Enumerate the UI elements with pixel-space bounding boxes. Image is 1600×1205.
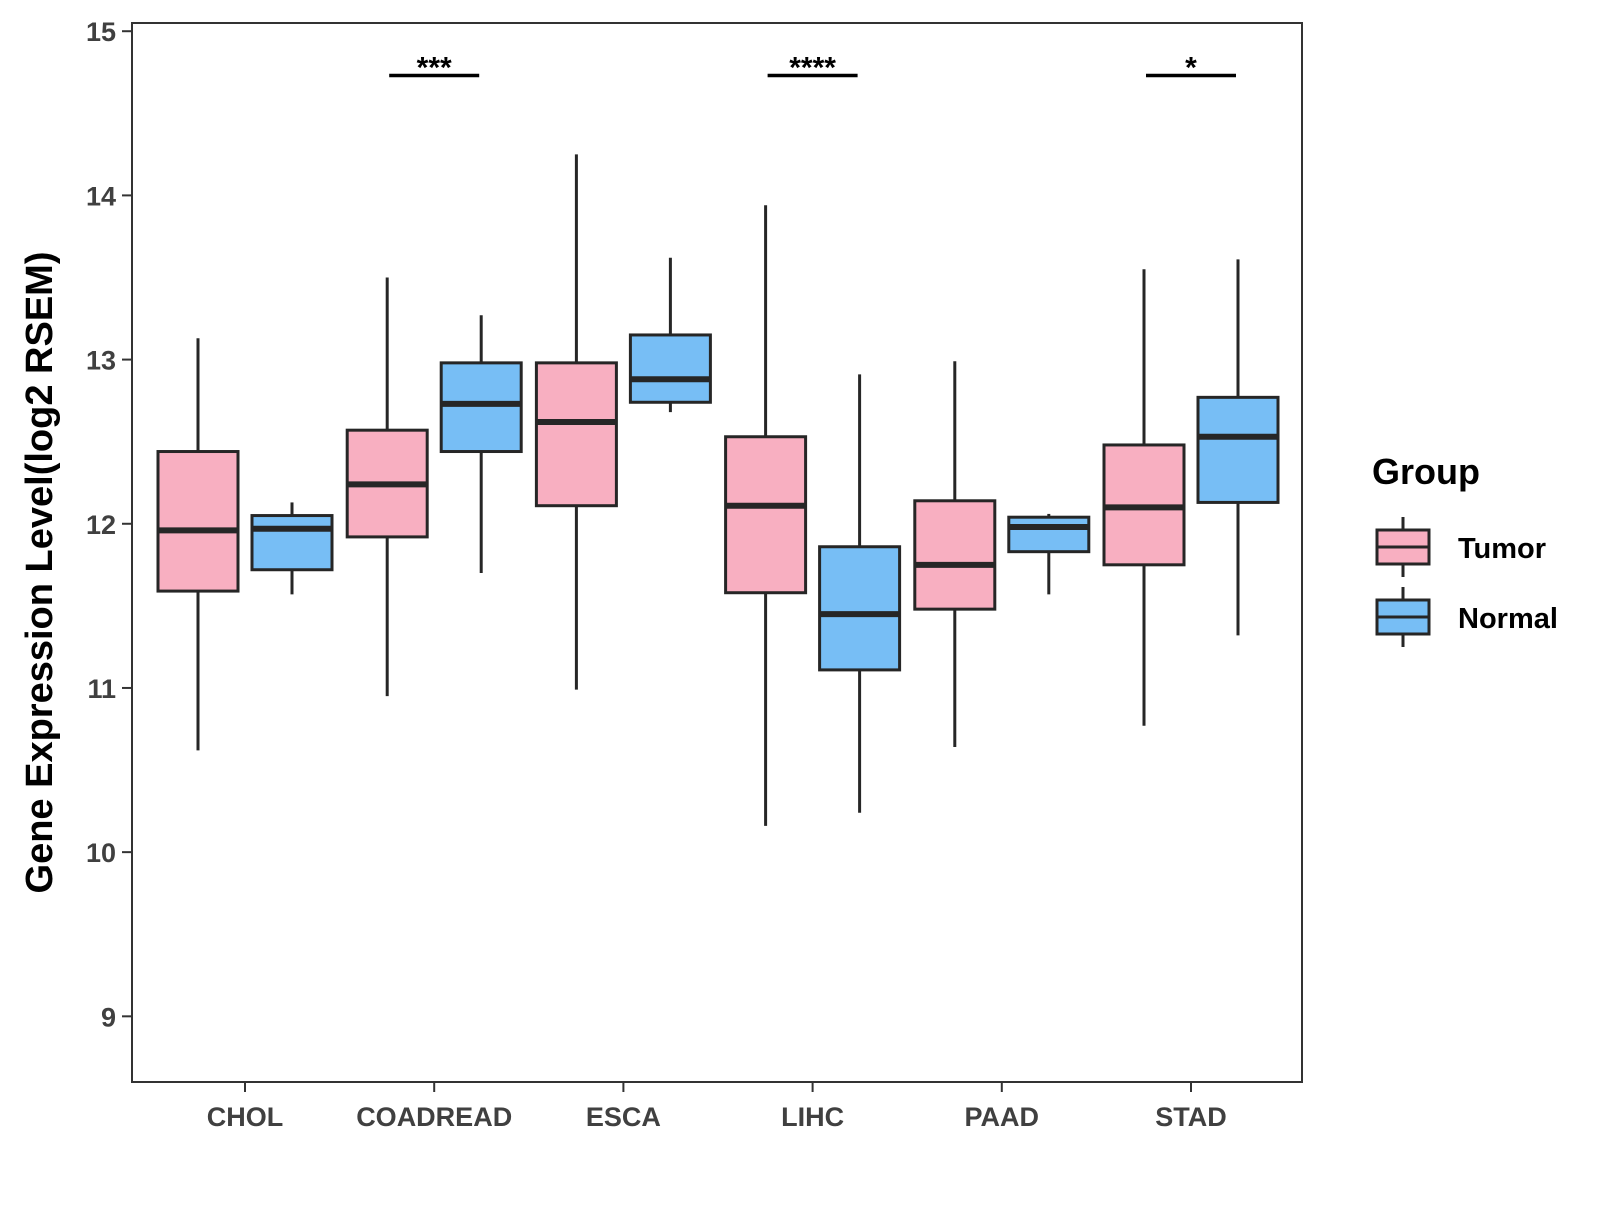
box-tumor xyxy=(913,499,997,611)
y-tick-label: 12 xyxy=(86,510,116,540)
x-tick-label: ESCA xyxy=(586,1102,661,1132)
box-tumor xyxy=(156,450,240,593)
x-tick-label: PAAD xyxy=(965,1102,1040,1132)
box-normal xyxy=(1196,395,1280,504)
box-normal xyxy=(818,545,902,672)
box-normal xyxy=(628,333,712,404)
box-normal xyxy=(1007,515,1091,554)
y-tick-label: 10 xyxy=(86,838,116,868)
box-normal xyxy=(250,514,334,572)
y-tick-label: 14 xyxy=(86,181,116,211)
legend-label: Tumor xyxy=(1458,533,1546,565)
x-tick-label: STAD xyxy=(1155,1102,1227,1132)
y-tick-label: 15 xyxy=(86,17,116,47)
significance-label: *** xyxy=(417,52,452,85)
y-tick-label: 13 xyxy=(86,346,116,376)
legend-title: Group xyxy=(1372,451,1480,492)
significance-label: * xyxy=(1185,52,1197,85)
y-tick-label: 9 xyxy=(101,1002,116,1032)
x-tick-label: COADREAD xyxy=(356,1102,512,1132)
y-axis-title: Gene Expression Level(log2 RSEM) xyxy=(19,252,61,894)
significance-label: **** xyxy=(789,52,836,85)
box-tumor xyxy=(534,361,618,508)
plot-panel-border xyxy=(131,22,1303,1083)
x-tick-label: CHOL xyxy=(207,1102,284,1132)
x-tick-label: LIHC xyxy=(781,1102,844,1132)
box-tumor xyxy=(724,435,808,595)
box-normal xyxy=(439,361,523,454)
legend-label: Normal xyxy=(1458,603,1558,635)
y-tick-label: 11 xyxy=(87,674,116,704)
